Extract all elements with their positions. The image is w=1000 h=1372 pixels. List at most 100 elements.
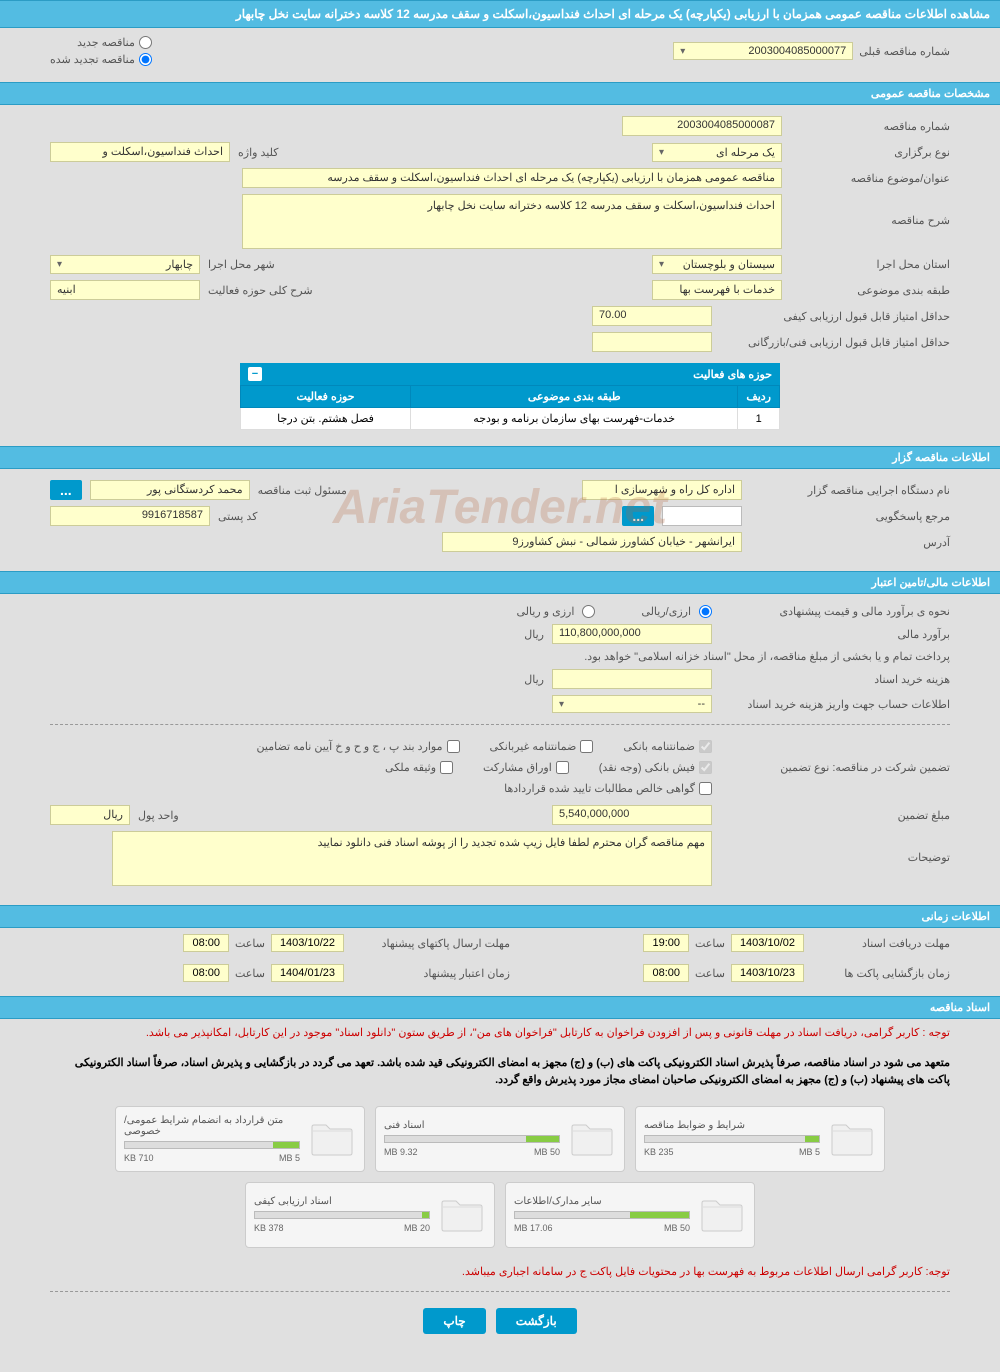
chk-claims-label: گواهی خالص مطالبات تایید شده قراردادها	[504, 782, 695, 795]
contact-input[interactable]	[662, 506, 742, 526]
postal-label: کد پستی	[218, 510, 257, 523]
scope-field: ابنیه	[50, 280, 200, 300]
chk-bank-receipt[interactable]	[699, 761, 712, 774]
subject-field: مناقصه عمومی همزمان با ارزیابی (یکپارچه)…	[242, 168, 782, 188]
guarantee-type-label: تضمین شرکت در مناقصه: نوع تضمین	[720, 761, 950, 774]
progress-bar	[644, 1135, 820, 1143]
chevron-down-icon: ▾	[659, 259, 664, 270]
subject-label: عنوان/موضوع مناقصه	[790, 172, 950, 185]
city-select[interactable]: چابهار ▾	[50, 255, 200, 274]
folder-icon	[698, 1191, 746, 1239]
section-timing: اطلاعات زمانی	[0, 905, 1000, 928]
activity-table-title: حوزه های فعالیت −	[240, 363, 780, 385]
min-quality-field: 70.00	[592, 306, 712, 326]
doc-title: اسناد ارزیابی کیفی	[254, 1196, 430, 1211]
prev-number-select[interactable]: 2003004085000077 ▾	[673, 42, 853, 60]
time-word4: ساعت	[235, 967, 265, 980]
scope-label: شرح کلی حوزه فعالیت	[208, 284, 313, 297]
unit-label: واحد پول	[138, 809, 179, 822]
officer-field: محمد کردستگانی پور	[90, 480, 250, 500]
envelope-send-time: 08:00	[183, 934, 229, 952]
chevron-down-icon: ▾	[559, 699, 564, 710]
estimate-method-label: نحوه ی برآورد مالی و قیمت پیشنهادی	[720, 605, 950, 618]
section-financial: اطلاعات مالی/تامین اعتبار	[0, 571, 1000, 594]
section-documents: اسناد مناقصه	[0, 996, 1000, 1019]
chk-property[interactable]	[440, 761, 453, 774]
account-info-value: --	[698, 698, 705, 710]
keyword-field: احداث فنداسیون،اسکلت و	[50, 142, 230, 162]
back-button[interactable]: بازگشت	[496, 1308, 577, 1334]
rial-unit2: ریال	[524, 673, 544, 686]
doc-receive-time: 19:00	[643, 934, 689, 952]
chk-clauses[interactable]	[447, 740, 460, 753]
chk-nonbank-guarantee[interactable]	[580, 740, 593, 753]
min-tech-field	[592, 332, 712, 352]
radio-rial-label: ارزی/ریالی	[641, 605, 691, 618]
chk-bank-label: ضمانتنامه بانکی	[623, 740, 695, 753]
contact-label: مرجع پاسخگویی	[750, 510, 950, 523]
purchase-cost-label: هزینه خرید اسناد	[720, 673, 950, 686]
progress-bar	[124, 1141, 300, 1149]
category-label: طبقه بندی موضوعی	[790, 284, 950, 297]
doc-size: 710 KB	[124, 1153, 154, 1163]
type-select[interactable]: یک مرحله ای ▾	[652, 143, 782, 162]
desc-field: احداث فنداسیون،اسکلت و سقف مدرسه 12 کلاس…	[242, 194, 782, 249]
folder-icon	[568, 1115, 616, 1163]
tender-number-field: 2003004085000087	[622, 116, 782, 136]
doc-size: 9.32 MB	[384, 1147, 418, 1157]
chk-securities[interactable]	[556, 761, 569, 774]
radio-renewed-label: مناقصه تجدید شده	[50, 53, 135, 66]
chk-nonbank-label: ضمانتنامه غیربانکی	[490, 740, 577, 753]
notes-label: توضیحات	[720, 831, 950, 864]
time-word3: ساعت	[695, 967, 725, 980]
radio-new-tender[interactable]	[139, 36, 152, 49]
guarantee-amount-label: مبلغ تضمین	[720, 809, 950, 822]
document-card[interactable]: متن قرارداد به انضمام شرایط عمومی/خصوصی …	[115, 1106, 365, 1172]
account-info-label: اطلاعات حساب جهت واریز هزینه خرید اسناد	[720, 698, 950, 711]
table-row: 1خدمات-فهرست بهای سازمان برنامه و بودجهف…	[241, 408, 780, 430]
chk-receipt-label: فیش بانکی (وجه نقد)	[599, 761, 695, 774]
account-info-select[interactable]: -- ▾	[552, 695, 712, 713]
city-label: شهر محل اجرا	[208, 258, 275, 271]
radio-currency[interactable]	[582, 605, 595, 618]
document-card[interactable]: اسناد فنی 50 MB9.32 MB	[375, 1106, 625, 1172]
postal-field: 9916718587	[50, 506, 210, 526]
folder-icon	[828, 1115, 876, 1163]
time-word1: ساعت	[695, 937, 725, 950]
envelope-send-date: 1403/10/22	[271, 934, 344, 952]
radio-renewed-tender[interactable]	[139, 53, 152, 66]
officer-more-button[interactable]: ...	[50, 480, 82, 500]
document-card[interactable]: شرایط و ضوابط مناقصه 5 MB235 KB	[635, 1106, 885, 1172]
contact-more-button[interactable]: ...	[622, 506, 654, 526]
chk-bank-guarantee[interactable]	[699, 740, 712, 753]
radio-rial[interactable]	[699, 605, 712, 618]
city-value: چابهار	[166, 258, 193, 271]
folder-icon	[308, 1115, 356, 1163]
doc-max: 50 MB	[534, 1147, 560, 1157]
progress-bar	[254, 1211, 430, 1219]
unit-value-field: ریال	[50, 805, 130, 825]
doc-size: 378 KB	[254, 1223, 284, 1233]
doc-max: 5 MB	[799, 1147, 820, 1157]
prev-num-label: شماره مناقصه قبلی	[859, 45, 950, 58]
doc-max: 5 MB	[279, 1153, 300, 1163]
type-value: یک مرحله ای	[716, 146, 775, 159]
chk-net-claims[interactable]	[699, 782, 712, 795]
chevron-down-icon: ▾	[57, 259, 62, 270]
separator2	[50, 1291, 950, 1292]
print-button[interactable]: چاپ	[423, 1308, 485, 1334]
chevron-down-icon: ▾	[659, 147, 664, 158]
notice1: توجه : کاربر گرامی، دریافت اسناد در مهلت…	[0, 1019, 1000, 1049]
province-select[interactable]: سیستان و بلوچستان ▾	[652, 255, 782, 274]
validity-time: 08:00	[183, 964, 229, 982]
doc-receive-label: مهلت دریافت اسناد	[810, 937, 950, 950]
document-card[interactable]: اسناد ارزیابی کیفی 20 MB378 KB	[245, 1182, 495, 1248]
activity-title-text: حوزه های فعالیت	[693, 368, 772, 381]
type-label: نوع برگزاری	[790, 146, 950, 159]
payment-note: پرداخت تمام و یا بخشی از مبلغ مناقصه، از…	[584, 650, 950, 663]
doc-title: متن قرارداد به انضمام شرایط عمومی/خصوصی	[124, 1115, 300, 1141]
document-card[interactable]: سایر مدارک/اطلاعات 50 MB17.06 MB	[505, 1182, 755, 1248]
officer-label: مسئول ثبت مناقصه	[258, 484, 347, 497]
address-label: آدرس	[750, 536, 950, 549]
collapse-icon[interactable]: −	[248, 367, 262, 381]
